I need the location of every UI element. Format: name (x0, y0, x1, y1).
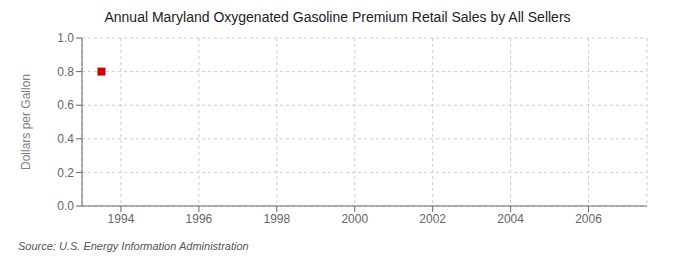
svg-text:1994: 1994 (108, 212, 135, 226)
html-text:Source: U.S. Energy Informatio: Source: U.S. Energy Information Administ… (18, 240, 249, 252)
svg-text:0.8: 0.8 (57, 65, 74, 79)
svg-text:0.2: 0.2 (57, 166, 74, 180)
svg-text:2004: 2004 (497, 212, 524, 226)
svg-text:0.0: 0.0 (57, 199, 74, 213)
svg-text:2002: 2002 (419, 212, 446, 226)
html-text:Annual Maryland Oxygenated Gas: Annual Maryland Oxygenated Gasoline Prem… (104, 9, 571, 25)
svg-text:1.0: 1.0 (57, 31, 74, 45)
svg-text:Dollars per Gallon: Dollars per Gallon (19, 74, 33, 170)
svg-text:1996: 1996 (186, 212, 213, 226)
svg-text:2000: 2000 (341, 212, 368, 226)
svg-text:0.6: 0.6 (57, 98, 74, 112)
svg-text:2006: 2006 (575, 212, 602, 226)
svg-text:1998: 1998 (263, 212, 290, 226)
svg-text:0.4: 0.4 (57, 132, 74, 146)
